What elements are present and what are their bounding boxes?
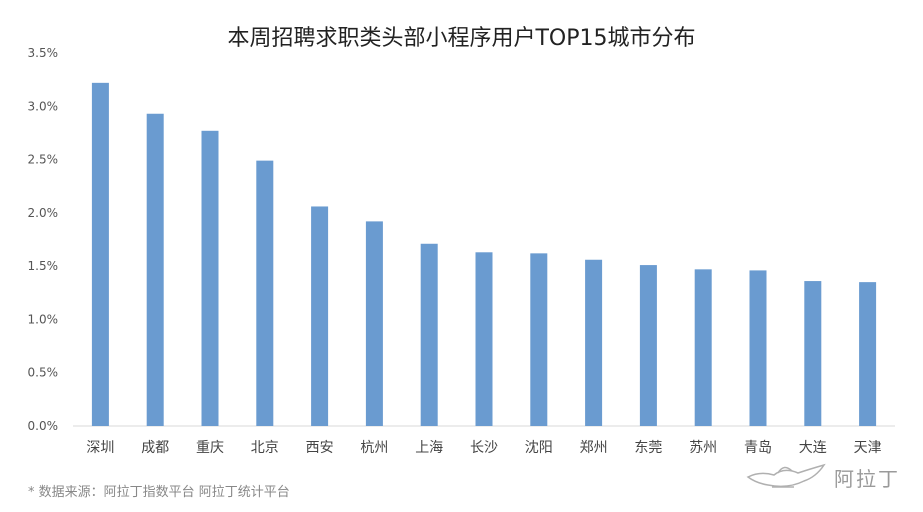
bar: [256, 160, 274, 426]
x-tick-label: 长沙: [470, 440, 498, 456]
y-tick-label: 2.0%: [28, 206, 59, 220]
bar: [694, 269, 712, 426]
y-tick-label: 0.5%: [28, 366, 59, 380]
x-tick-label: 青岛: [744, 440, 772, 456]
x-tick-label: 天津: [854, 440, 882, 456]
bar: [804, 281, 822, 426]
logo-text: 阿拉丁: [834, 467, 900, 491]
chart-title: 本周招聘求职类头部小程序用户TOP15城市分布: [227, 26, 696, 51]
y-tick-label: 0.0%: [28, 419, 59, 433]
bar: [859, 282, 877, 426]
x-tick-label: 西安: [306, 440, 334, 456]
bar: [749, 270, 767, 426]
bar: [365, 221, 383, 426]
bar: [91, 82, 109, 426]
x-tick-label: 深圳: [86, 440, 114, 456]
x-tick-label: 东莞: [634, 440, 662, 456]
y-tick-label: 3.0%: [28, 99, 59, 113]
x-tick-label: 苏州: [689, 440, 717, 456]
y-tick-label: 2.5%: [28, 153, 59, 167]
bar: [420, 243, 438, 426]
y-tick-label: 1.5%: [28, 259, 59, 273]
bar: [311, 206, 329, 426]
bar: [530, 253, 548, 426]
x-tick-label: 郑州: [580, 440, 608, 456]
magic-lamp-icon: [746, 463, 826, 488]
data-source-note: * 数据来源：阿拉丁指数平台 阿拉丁统计平台: [28, 485, 290, 500]
x-tick-label: 杭州: [360, 440, 388, 456]
x-tick-label: 大连: [799, 440, 827, 456]
bar: [585, 259, 603, 426]
bar: [639, 265, 657, 426]
bar: [475, 252, 493, 426]
x-tick-label: 成都: [141, 440, 169, 456]
x-tick-label: 沈阳: [525, 440, 553, 456]
x-tick-label: 上海: [415, 440, 443, 456]
y-tick-label: 3.5%: [28, 46, 59, 60]
x-tick-label: 重庆: [196, 440, 224, 456]
bar: [201, 130, 219, 426]
aladdin-logo: 阿拉丁: [738, 455, 908, 495]
x-tick-label: 北京: [251, 440, 279, 456]
y-tick-label: 1.0%: [28, 312, 59, 326]
bar: [146, 113, 164, 426]
